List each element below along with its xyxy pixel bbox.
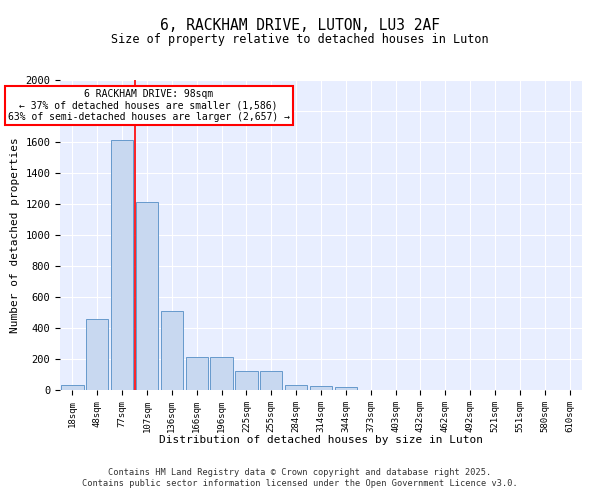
Text: 6, RACKHAM DRIVE, LUTON, LU3 2AF: 6, RACKHAM DRIVE, LUTON, LU3 2AF — [160, 18, 440, 32]
Bar — [235, 370, 257, 390]
Bar — [285, 384, 307, 390]
Text: Contains HM Land Registry data © Crown copyright and database right 2025.
Contai: Contains HM Land Registry data © Crown c… — [82, 468, 518, 487]
Bar — [61, 386, 83, 390]
Bar — [136, 202, 158, 390]
Bar — [211, 356, 233, 390]
Bar — [185, 356, 208, 390]
Y-axis label: Number of detached properties: Number of detached properties — [10, 137, 20, 333]
Bar — [260, 370, 283, 390]
Text: 6 RACKHAM DRIVE: 98sqm
← 37% of detached houses are smaller (1,586)
63% of semi-: 6 RACKHAM DRIVE: 98sqm ← 37% of detached… — [8, 90, 290, 122]
Bar — [161, 311, 183, 390]
X-axis label: Distribution of detached houses by size in Luton: Distribution of detached houses by size … — [159, 434, 483, 445]
Bar — [310, 386, 332, 390]
Bar — [86, 318, 109, 390]
Bar — [111, 140, 133, 390]
Bar — [335, 387, 357, 390]
Text: Size of property relative to detached houses in Luton: Size of property relative to detached ho… — [111, 32, 489, 46]
